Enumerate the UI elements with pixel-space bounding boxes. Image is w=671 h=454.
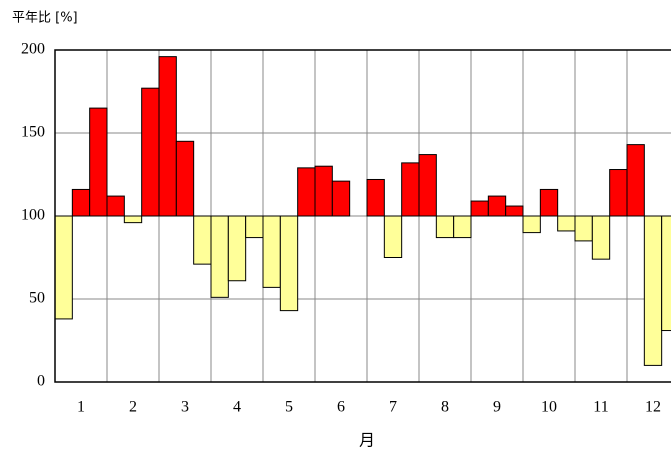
x-tick-label: 2	[129, 399, 137, 416]
x-tick-label: 10	[541, 399, 557, 416]
x-tick-label: 9	[493, 399, 501, 416]
bar	[522, 215, 541, 234]
bar	[470, 200, 489, 217]
bar	[279, 215, 299, 312]
bar	[123, 215, 143, 224]
y-tick-label: 0	[37, 373, 45, 390]
bar	[158, 56, 177, 217]
bar	[643, 215, 663, 366]
bar	[89, 107, 108, 217]
bar	[418, 154, 437, 217]
bar	[71, 188, 91, 217]
y-tick-label: 50	[29, 290, 45, 307]
plot-frame	[54, 49, 671, 383]
bar	[626, 144, 645, 217]
bar	[54, 215, 73, 320]
bar	[314, 165, 333, 217]
x-axis-label: 月	[359, 431, 375, 450]
bar	[661, 215, 671, 332]
bar	[453, 215, 472, 239]
y-tick-label: 200	[21, 41, 45, 58]
x-tick-label: 1	[77, 399, 85, 416]
bar	[297, 167, 316, 217]
bar	[383, 215, 403, 258]
bar	[331, 180, 351, 217]
x-tick-label: 3	[181, 399, 189, 416]
bar	[487, 195, 507, 217]
bar	[210, 215, 229, 298]
x-tick-label: 8	[441, 399, 449, 416]
bar	[193, 215, 212, 265]
bar	[262, 215, 281, 288]
x-tick-label: 6	[337, 399, 345, 416]
bar	[435, 215, 455, 239]
bar	[141, 87, 160, 217]
bar	[401, 162, 420, 217]
bar	[175, 140, 195, 217]
x-tick-label: 4	[233, 399, 241, 416]
y-axis-label: 平年比 [%]	[12, 11, 78, 26]
bar	[227, 215, 247, 282]
x-tick-label: 5	[285, 399, 293, 416]
bar	[505, 205, 524, 217]
bar	[245, 215, 264, 239]
x-tick-label: 12	[645, 399, 661, 416]
bar	[609, 169, 628, 217]
bar	[366, 178, 385, 217]
bar	[557, 215, 576, 232]
x-tick-label: 7	[389, 399, 397, 416]
bar	[574, 215, 593, 242]
y-tick-label: 100	[21, 207, 45, 224]
bar	[591, 215, 611, 260]
bar	[106, 195, 125, 217]
bar	[539, 188, 559, 217]
y-tick-label: 150	[21, 124, 45, 141]
x-tick-label: 11	[593, 399, 608, 416]
